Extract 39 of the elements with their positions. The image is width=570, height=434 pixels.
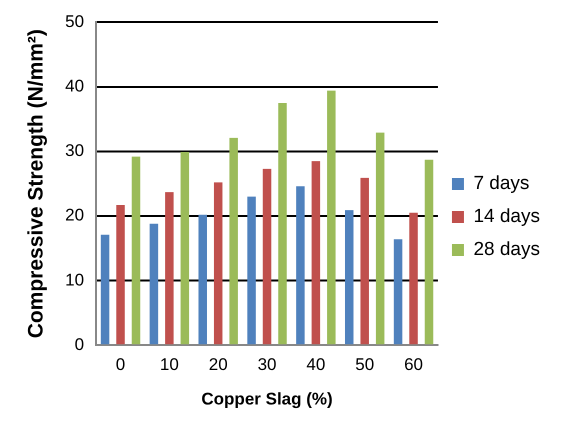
bar — [180, 152, 190, 344]
x-tick-label: 60 — [404, 355, 423, 374]
bar — [229, 138, 238, 344]
legend-label: 28 days — [473, 239, 540, 260]
bar — [132, 156, 140, 344]
legend-label: 7 days — [473, 173, 530, 194]
bar — [394, 239, 402, 344]
y-tick-label: 50 — [65, 12, 84, 31]
bar — [296, 186, 305, 344]
x-axis-title: Copper Slag (%) — [201, 389, 333, 408]
bar — [376, 132, 384, 344]
bar — [247, 196, 256, 344]
bar — [262, 168, 272, 344]
x-tick-label: 10 — [160, 355, 179, 374]
bar — [327, 90, 336, 344]
bar — [100, 234, 110, 344]
bar — [344, 210, 354, 344]
y-tick-label: 10 — [65, 270, 84, 290]
y-tick-label: 40 — [65, 76, 84, 96]
bar — [424, 160, 434, 344]
x-tick-label: 40 — [306, 355, 326, 374]
y-tick-label: 20 — [65, 206, 84, 225]
bar — [198, 214, 207, 344]
x-tick-label: 30 — [258, 355, 276, 374]
y-tick-label: 0 — [74, 334, 84, 354]
x-tick-label: 20 — [208, 355, 228, 374]
legend-label: 14 days — [473, 206, 540, 228]
bar — [360, 178, 369, 344]
bar — [312, 161, 320, 344]
bar — [116, 205, 125, 344]
x-tick-label: 50 — [355, 355, 374, 374]
bar — [278, 102, 287, 344]
bar — [150, 224, 158, 344]
bar — [409, 212, 418, 344]
y-axis-title: Compressive Strength (N/mm²) — [24, 29, 48, 338]
x-tick-label: 0 — [116, 355, 126, 374]
bar — [214, 182, 222, 344]
bar — [165, 192, 174, 344]
y-tick-label: 30 — [65, 141, 84, 160]
